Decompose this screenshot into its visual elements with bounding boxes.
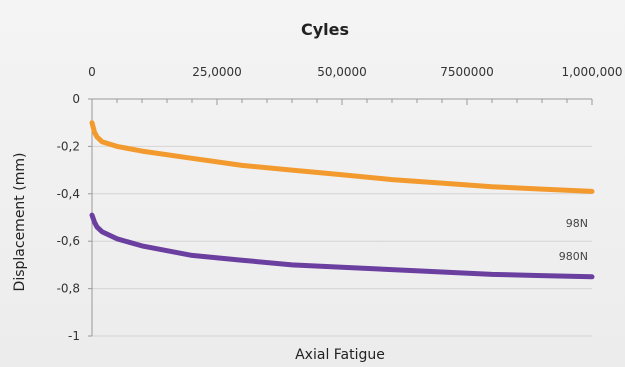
y-tick-label-1: -0,2 xyxy=(57,139,80,153)
y-axis-title: Displacement (mm) xyxy=(12,153,28,292)
y-tick-label-4: -0,8 xyxy=(57,282,80,296)
y-tick-label-2: -0,4 xyxy=(57,187,80,201)
series-label-1: 980N xyxy=(559,250,588,263)
series-line-0 xyxy=(89,120,595,194)
grid xyxy=(92,145,592,337)
axes xyxy=(91,98,592,336)
y-tick-label-0: 0 xyxy=(72,92,80,106)
x-axis-title: Axial Fatigue xyxy=(295,347,385,363)
x-tick-label-1: 25,0000 xyxy=(192,65,242,79)
chart-title: Cyles xyxy=(301,20,349,39)
x-tick-label-4: 1,000,000 xyxy=(561,65,622,79)
x-ticks: 0 25,0000 50,0000 7500000 1,000,000 xyxy=(88,65,623,105)
series-label-0: 98N xyxy=(566,217,588,230)
series-line-1 xyxy=(89,212,595,280)
series-group: 98N 980N xyxy=(89,120,595,280)
x-tick-label-3: 7500000 xyxy=(440,65,493,79)
x-tick-label-2: 50,0000 xyxy=(317,65,367,79)
y-ticks: 0 -0,2 -0,4 -0,6 -0,8 -1 xyxy=(57,92,92,343)
y-tick-label-5: -1 xyxy=(68,329,80,343)
y-tick-label-3: -0,6 xyxy=(57,234,80,248)
x-tick-label-0: 0 xyxy=(88,65,96,79)
